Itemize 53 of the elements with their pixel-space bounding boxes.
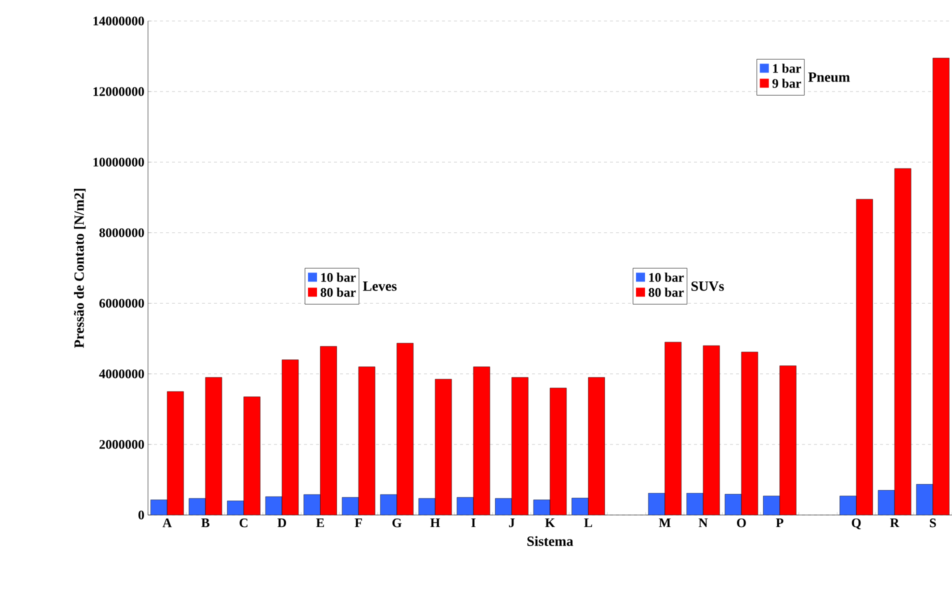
x-tick-label: L: [584, 518, 592, 528]
x-tick-label: I: [471, 518, 476, 528]
x-tick-label: A: [162, 518, 172, 528]
x-tick-label: Q: [852, 518, 861, 530]
legend-label: 1 bar: [773, 64, 802, 73]
legend-label: 80 bar: [648, 288, 684, 297]
bar: [150, 500, 168, 515]
legend-label: 10 bar: [649, 272, 684, 282]
x-tick-label: D: [278, 518, 286, 528]
legend-label: 10 bar: [321, 272, 356, 282]
legend-label: 9 bar: [772, 78, 802, 88]
y-tick-label: 0: [138, 510, 144, 520]
y-tick-label: 2000000: [100, 440, 144, 449]
y-tick-label: 8000000: [99, 228, 144, 238]
bar: [572, 498, 588, 515]
x-tick-label: S: [930, 518, 936, 528]
x-tick-label: N: [698, 518, 708, 528]
y-tick-label: 6000000: [99, 298, 144, 308]
x-tick-label: H: [430, 518, 440, 528]
x-tick-label: E: [316, 518, 324, 528]
y-tick-label: 12000000: [94, 87, 144, 96]
bar: [342, 497, 359, 515]
x-tick-label: B: [201, 518, 210, 528]
bar: [932, 58, 950, 515]
x-tick-label: P: [776, 518, 784, 528]
x-tick-label: J: [509, 518, 515, 528]
y-tick-label: 4000000: [99, 369, 144, 378]
bar: [304, 494, 320, 515]
annotation: SUVs: [692, 281, 724, 291]
bar: [227, 500, 244, 515]
legend-label: 80 bar: [320, 288, 356, 297]
y-tick-label: 14000000: [94, 16, 144, 26]
x-tick-label: K: [545, 518, 555, 528]
bar: [188, 498, 206, 515]
bar: [894, 168, 912, 515]
bar: [418, 498, 436, 515]
x-tick-label: O: [737, 518, 746, 528]
y-tick-label: 10000000: [94, 158, 144, 167]
y-axis-title: Pressão de Contato [N/m2]: [74, 188, 86, 348]
bar: [495, 498, 512, 515]
bar: [456, 497, 474, 515]
bar: [856, 199, 873, 515]
annotation: Leves: [362, 282, 397, 291]
x-tick-label: F: [354, 518, 362, 528]
x-axis-title: Sistema: [527, 536, 574, 546]
x-tick-label: R: [890, 518, 900, 528]
bar: [533, 500, 550, 515]
x-tick-label: G: [392, 518, 402, 528]
bar: [265, 496, 282, 515]
annotation: Pneum: [808, 72, 850, 82]
x-tick-label: C: [240, 518, 248, 528]
bar: [380, 494, 398, 515]
x-tick-label: M: [658, 518, 671, 528]
